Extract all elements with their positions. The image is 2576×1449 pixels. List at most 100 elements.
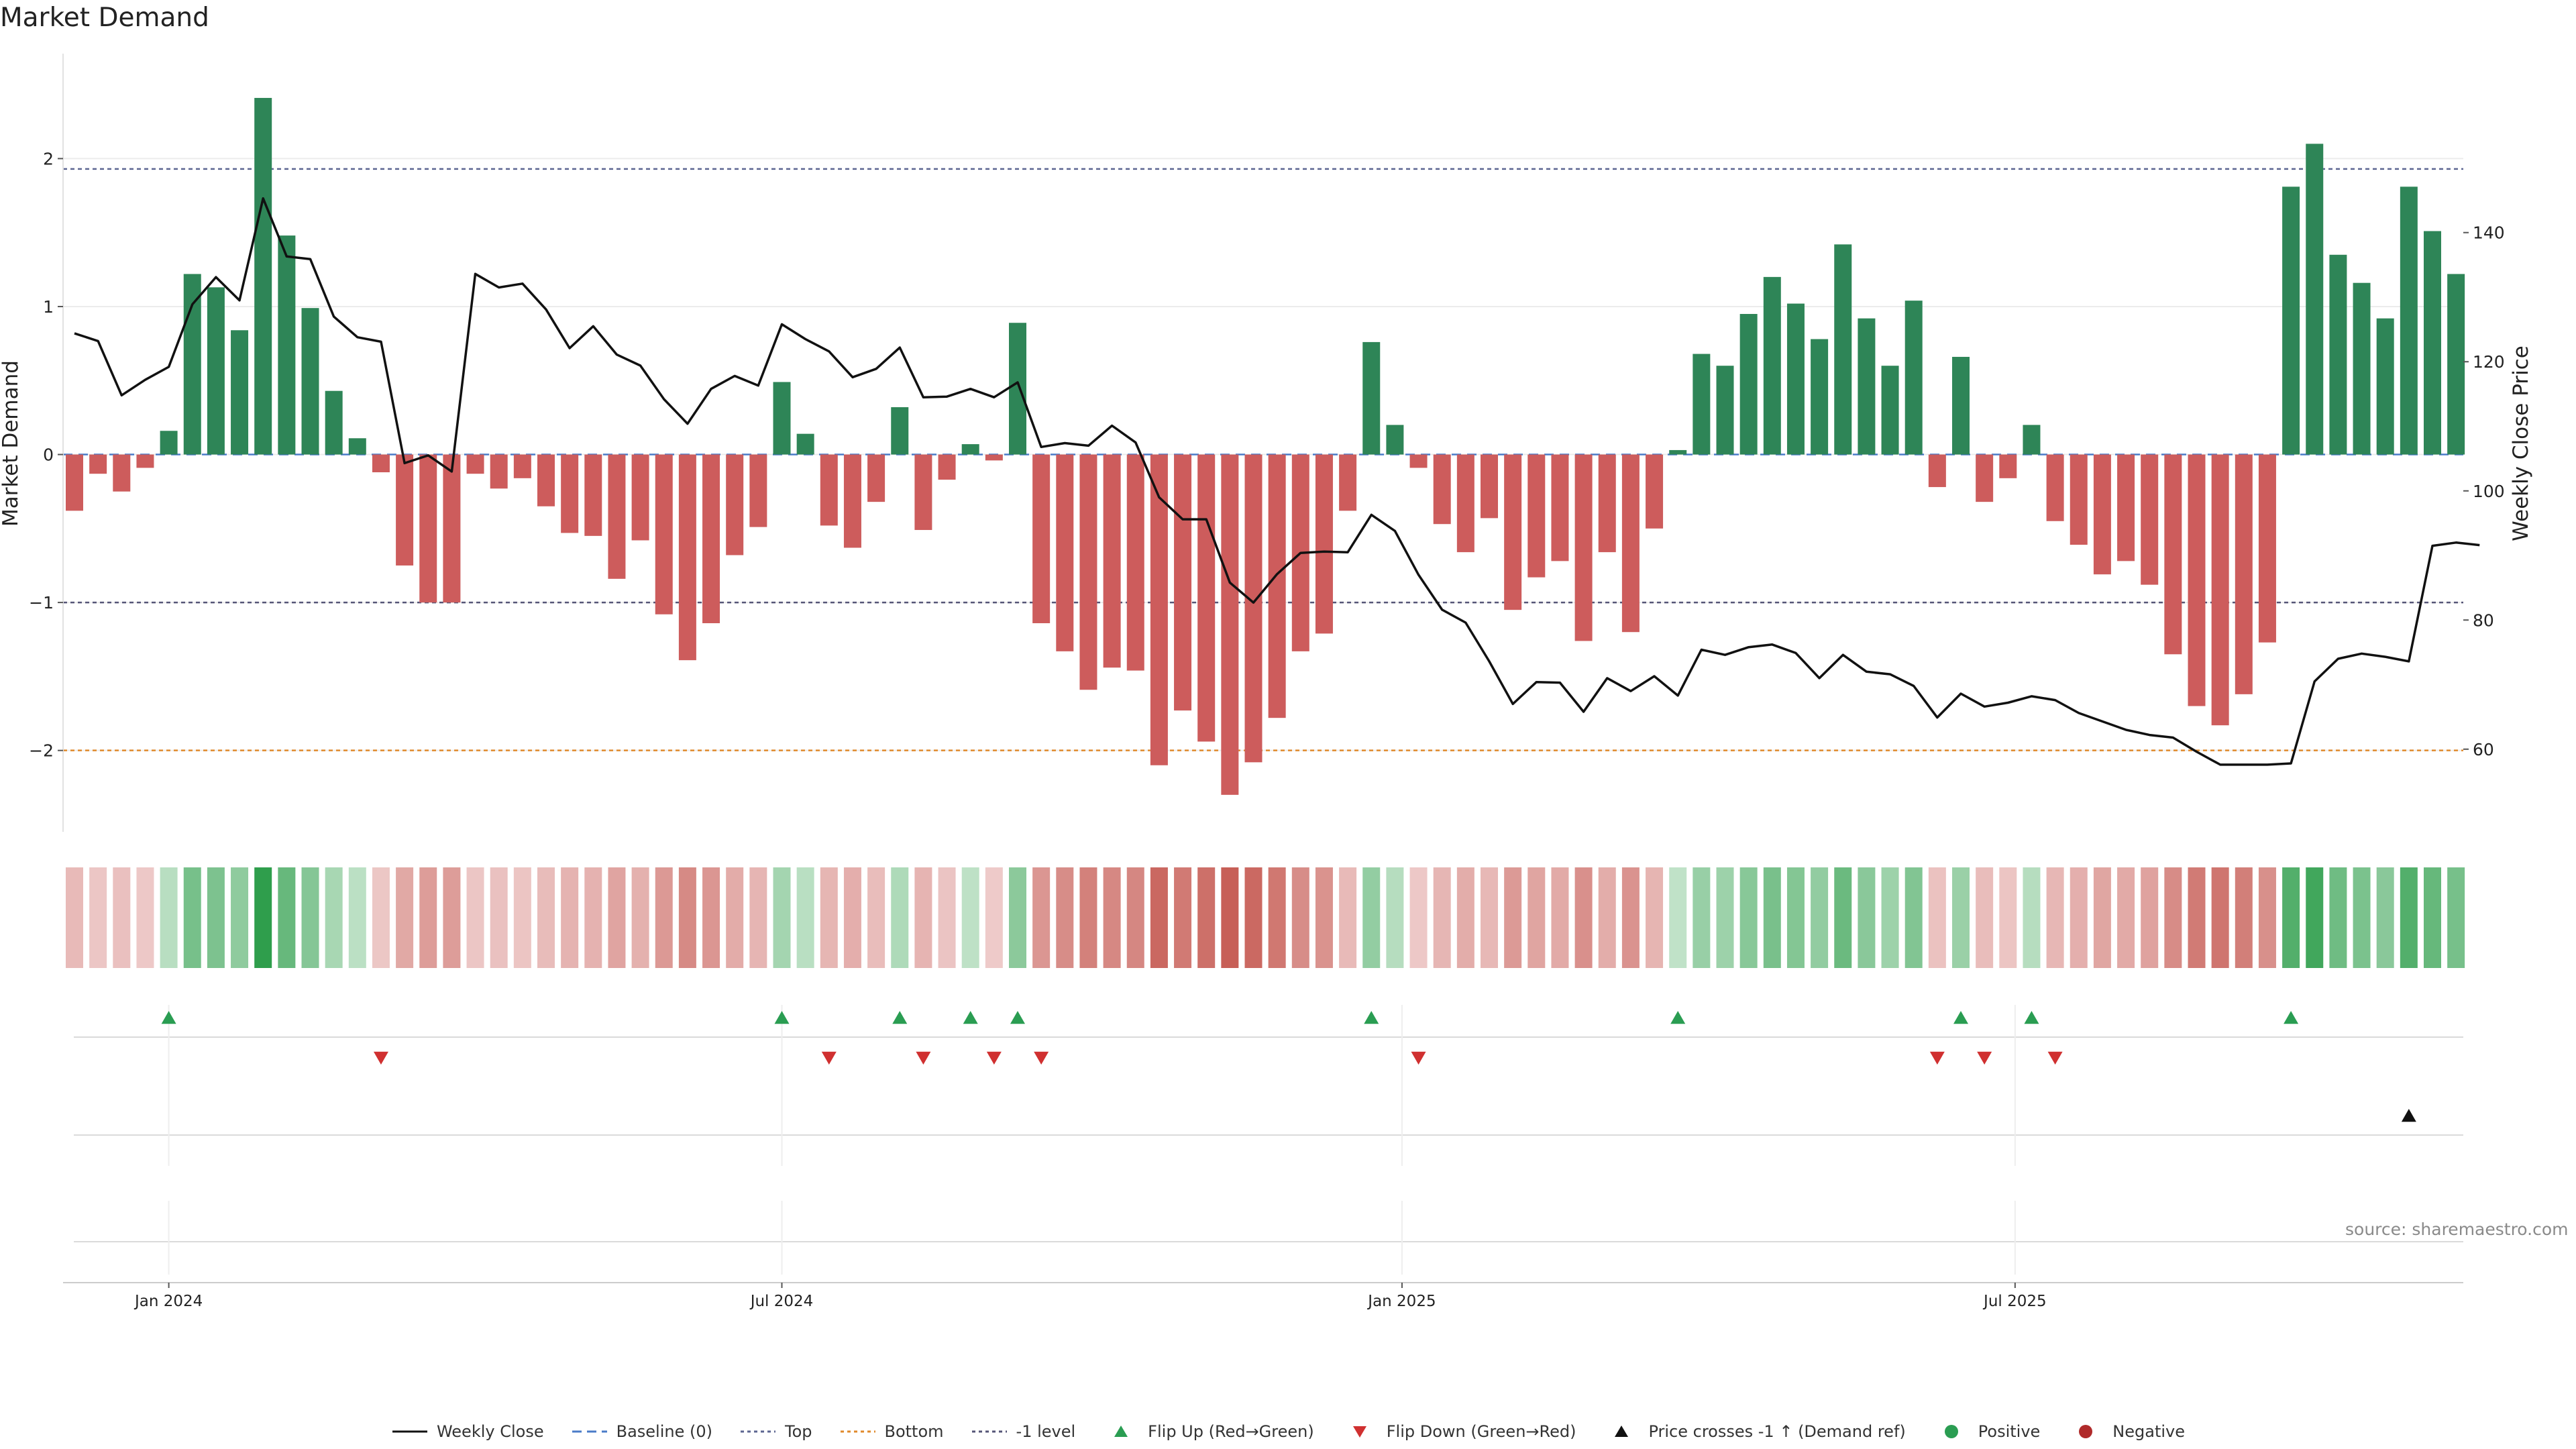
axes-layer: −2 −1 0 1 2 60 80 100 120 140 Market Demand Weekly … — [0, 54, 2533, 832]
flip-down-marker — [1929, 1051, 1945, 1065]
heat-cell — [2306, 867, 2324, 968]
legend-negative-label: Negative — [2112, 1422, 2186, 1441]
legend-minus1: -1 level — [971, 1422, 1075, 1441]
demand-bar-negative — [655, 454, 673, 614]
demand-bar-positive — [1763, 276, 1781, 455]
right-tick-label: 120 — [2473, 352, 2505, 372]
demand-bar-positive — [1669, 449, 1687, 455]
demand-bar-negative — [2211, 454, 2229, 726]
heat-cell — [914, 867, 932, 968]
heat-cell — [1763, 867, 1781, 968]
heat-cell — [1928, 867, 1946, 968]
heat-cell — [1598, 867, 1616, 968]
legend-bottom-label: Bottom — [884, 1422, 944, 1441]
source-label: source: sharemaestro.com — [2345, 1220, 2569, 1239]
heat-cell — [348, 867, 366, 968]
heat-cell — [1032, 867, 1051, 968]
flip-down-marker — [986, 1051, 1002, 1065]
heat-cell — [749, 867, 767, 968]
flip-up-marker — [1010, 1011, 1025, 1024]
demand-bars — [66, 97, 2465, 795]
demand-bar-negative — [867, 454, 885, 502]
heat-cell — [1693, 867, 1711, 968]
heat-cell — [1197, 867, 1216, 968]
demand-bar-negative — [1315, 454, 1333, 634]
demand-bar-negative — [1339, 454, 1357, 511]
demand-bar-negative — [2117, 454, 2135, 561]
demand-bar-positive — [2447, 274, 2465, 455]
demand-bar-negative — [1551, 454, 1569, 561]
demand-bar-negative — [1621, 454, 1640, 633]
demand-bar-negative — [631, 454, 649, 541]
demand-bar-negative — [513, 454, 531, 478]
demand-bar-negative — [678, 454, 696, 661]
heat-cell — [891, 867, 909, 968]
demand-bar-negative — [1999, 454, 2017, 478]
demand-bar-negative — [490, 454, 508, 489]
price-cross-marker — [2401, 1109, 2416, 1122]
legend-weekly-close-label: Weekly Close — [436, 1422, 544, 1441]
heat-cell — [301, 867, 319, 968]
legend-flip-down-label: Flip Down (Green→Red) — [1386, 1422, 1576, 1441]
legend-minus1-swatch — [971, 1424, 1008, 1440]
reference-lines — [63, 168, 2463, 751]
heat-cell — [1976, 867, 1994, 968]
heat-cell — [1574, 867, 1593, 968]
demand-bar-negative — [396, 454, 414, 566]
flip-down-marker — [1411, 1051, 1426, 1065]
demand-bar-negative — [1527, 454, 1546, 578]
heat-cell — [2211, 867, 2229, 968]
heat-cell — [1669, 867, 1687, 968]
demand-bar-positive — [1904, 301, 1923, 455]
demand-bar-positive — [773, 382, 791, 455]
heat-cell — [1268, 867, 1286, 968]
demand-bar-negative — [726, 454, 744, 555]
heat-cell — [1952, 867, 1970, 968]
heat-cell — [2235, 867, 2253, 968]
demand-bar-positive — [1009, 323, 1026, 455]
right-tick-label: 140 — [2473, 223, 2505, 243]
flip-up-marker — [2024, 1011, 2039, 1024]
heat-cell — [961, 867, 979, 968]
demand-bar-negative — [419, 454, 437, 603]
legend-negative: Negative — [2067, 1422, 2185, 1441]
legend-top: Top — [739, 1422, 812, 1441]
x-tick-label: Jul 2025 — [1982, 1293, 2047, 1310]
demand-bar-negative — [1598, 454, 1616, 553]
heat-cell — [2188, 867, 2206, 968]
demand-bar-negative — [1221, 454, 1239, 795]
demand-bar-negative — [2188, 454, 2206, 706]
heat-cell — [2282, 867, 2300, 968]
heat-cell — [2093, 867, 2111, 968]
demand-bar-positive — [2376, 318, 2394, 455]
demand-bar-positive — [183, 274, 201, 455]
heat-cell — [466, 867, 484, 968]
heat-cell — [867, 867, 885, 968]
demand-bar-positive — [1716, 366, 1734, 455]
demand-bar-negative — [2070, 454, 2088, 545]
heat-cell — [160, 867, 178, 968]
demand-bar-negative — [914, 454, 932, 531]
demand-bar-negative — [1409, 454, 1428, 468]
heat-cell — [1646, 867, 1664, 968]
demand-bar-negative — [608, 454, 626, 579]
heat-cell — [1150, 867, 1168, 968]
heat-cell — [1481, 867, 1498, 968]
heat-cell — [89, 867, 107, 968]
heat-cell — [843, 867, 861, 968]
demand-bar-negative — [1481, 454, 1498, 519]
flip-down-icon — [1341, 1424, 1379, 1440]
left-axis-label: Market Demand — [0, 360, 23, 527]
legend-top-label: Top — [785, 1422, 812, 1441]
demand-bar-negative — [1574, 454, 1593, 641]
demand-bar-negative — [1079, 454, 1097, 690]
flip-up-marker — [892, 1011, 908, 1024]
heat-cell — [1786, 867, 1805, 968]
demand-bar-negative — [1268, 454, 1286, 718]
heat-cell — [396, 867, 414, 968]
demand-bar-negative — [985, 454, 1003, 461]
demand-bar-positive — [1693, 354, 1711, 455]
legend-flip-up: Flip Up (Red→Green) — [1102, 1422, 1314, 1441]
left-tick-label: 1 — [43, 297, 54, 317]
legend-positive-label: Positive — [1978, 1422, 2041, 1441]
